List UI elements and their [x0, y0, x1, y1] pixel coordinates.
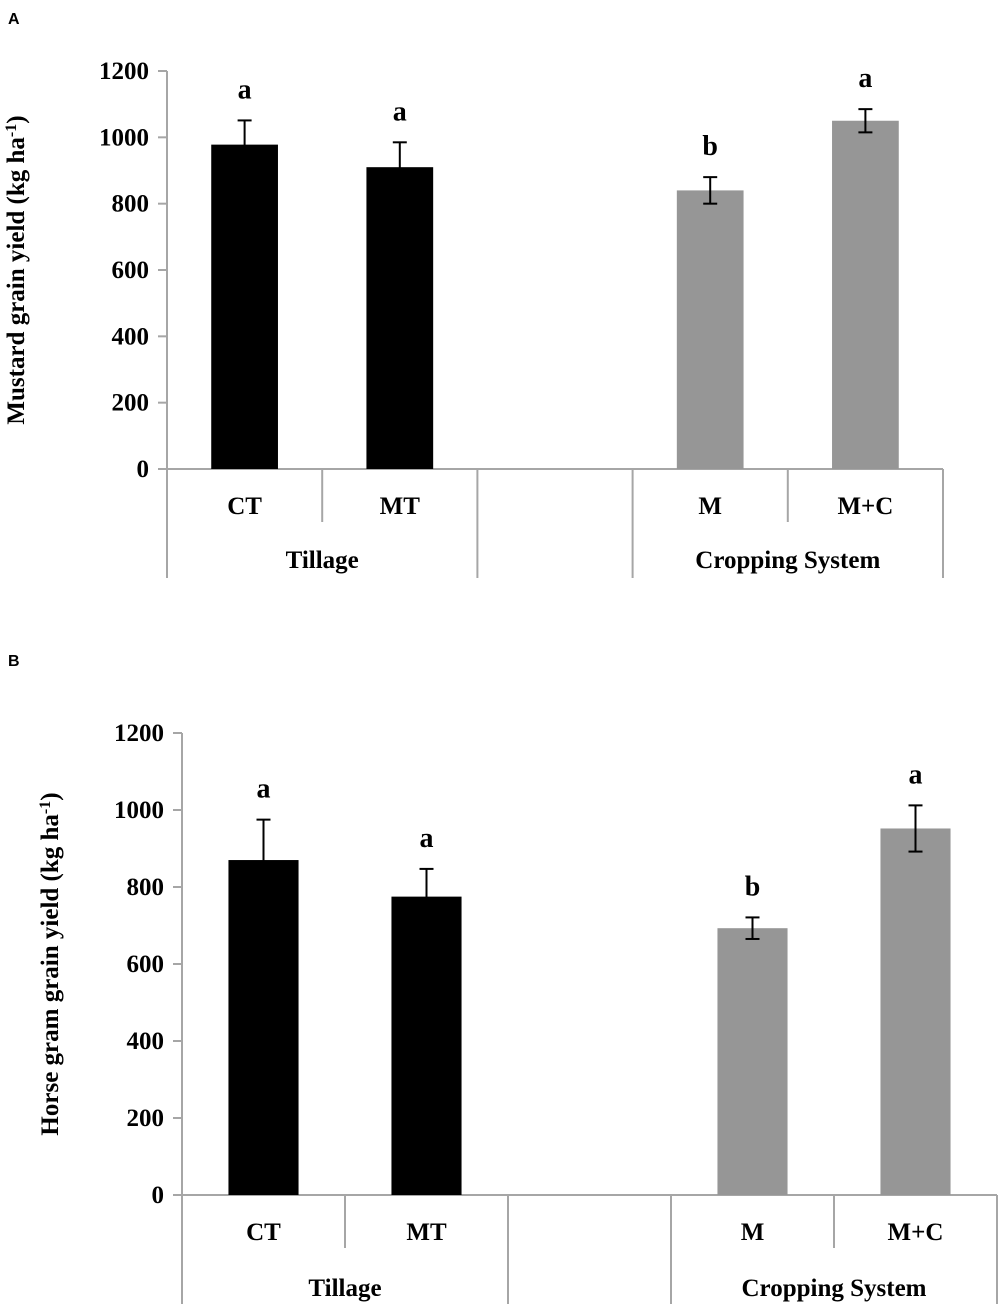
- significance-letter: a: [238, 74, 252, 105]
- y-tick-label: 800: [112, 191, 150, 218]
- category-label-m: M: [698, 493, 722, 520]
- bar-mt: [366, 167, 434, 469]
- y-axis-title: Mustard grain yield (kg ha-1): [3, 115, 31, 424]
- y-axis-title-part: ): [37, 792, 64, 800]
- panel-label-a: A: [8, 11, 20, 28]
- significance-letter: a: [393, 96, 407, 127]
- y-axis-title-part: -1: [37, 801, 54, 814]
- y-axis-title-part: ): [3, 115, 30, 123]
- y-axis-title: Horse gram grain yield (kg ha-1): [37, 792, 65, 1135]
- y-tick-label: 0: [137, 456, 150, 483]
- bar-m-plus-c: [880, 828, 951, 1195]
- group-label-tillage: Tillage: [308, 1275, 381, 1302]
- category-label-m-plus-c: M+C: [837, 493, 893, 520]
- group-label-cropping-system: Cropping System: [742, 1275, 927, 1302]
- significance-letter: a: [858, 63, 872, 94]
- y-tick-label: 200: [112, 390, 150, 417]
- bar-m-plus-c: [832, 120, 899, 469]
- bar-ct: [211, 144, 278, 469]
- significance-letter: b: [745, 871, 761, 902]
- y-tick-label: 600: [127, 951, 165, 978]
- category-label-m: M: [741, 1219, 765, 1246]
- category-label-m-plus-c: M+C: [888, 1219, 944, 1246]
- y-axis-title-part: Horse gram grain yield (kg ha: [37, 814, 64, 1136]
- bar-ct: [228, 860, 299, 1195]
- category-label-ct: CT: [227, 493, 262, 520]
- y-tick-label: 400: [112, 323, 150, 350]
- significance-letter: a: [257, 774, 271, 805]
- y-tick-label: 600: [112, 257, 150, 284]
- panel-label-b: B: [8, 653, 20, 670]
- bar-m: [717, 928, 788, 1195]
- y-axis-title-part: Mustard grain yield (kg ha: [3, 137, 30, 425]
- category-label-ct: CT: [246, 1219, 281, 1246]
- significance-letter: a: [909, 759, 923, 790]
- y-tick-label: 1200: [114, 720, 164, 747]
- chart-panel-a: A 0 200 400 600 800 1000 1200 CT a MT a Mb M+C a Tillag…: [3, 11, 944, 578]
- y-tick-label: 1200: [99, 58, 149, 85]
- chart-panel-b: B 0 200 400 600 800 1000 1200 CT a MT a Mb M+C a Tillag…: [8, 653, 998, 1304]
- group-label-tillage: Tillage: [286, 547, 359, 574]
- category-label-mt: MT: [380, 493, 421, 520]
- y-tick-label: 0: [152, 1182, 165, 1209]
- y-tick-label: 400: [127, 1028, 165, 1055]
- y-tick-label: 200: [127, 1105, 165, 1132]
- significance-letter: a: [420, 823, 434, 854]
- y-tick-label: 1000: [114, 797, 164, 824]
- bar-m: [676, 190, 744, 469]
- bar-mt: [391, 896, 462, 1195]
- y-axis-title-part: -1: [3, 124, 20, 137]
- y-tick-label: 1000: [99, 124, 149, 151]
- y-tick-label: 800: [127, 874, 165, 901]
- category-label-mt: MT: [406, 1219, 447, 1246]
- significance-letter: b: [702, 131, 718, 162]
- group-label-cropping-system: Cropping System: [695, 547, 880, 574]
